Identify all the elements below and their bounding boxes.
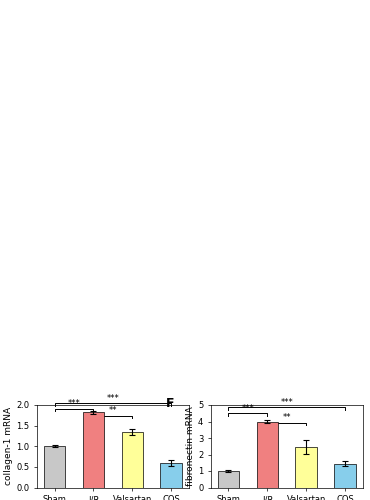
Bar (296, 447, 317, 488)
Bar (83, 412, 104, 488)
Text: F: F (165, 397, 174, 410)
Bar (44, 446, 65, 488)
Y-axis label: fibronectin mRNA: fibronectin mRNA (186, 406, 195, 486)
Text: ***: *** (280, 398, 293, 407)
Bar (161, 463, 182, 487)
Text: **: ** (109, 406, 117, 416)
Bar (334, 464, 356, 487)
Text: **: ** (283, 414, 291, 422)
Bar (257, 422, 278, 488)
Text: ***: *** (68, 400, 80, 408)
Y-axis label: collagen-1 mRNA: collagen-1 mRNA (4, 407, 13, 486)
Text: ***: *** (107, 394, 119, 403)
Bar (218, 471, 239, 488)
Text: ***: *** (242, 404, 254, 413)
Bar (122, 432, 143, 488)
